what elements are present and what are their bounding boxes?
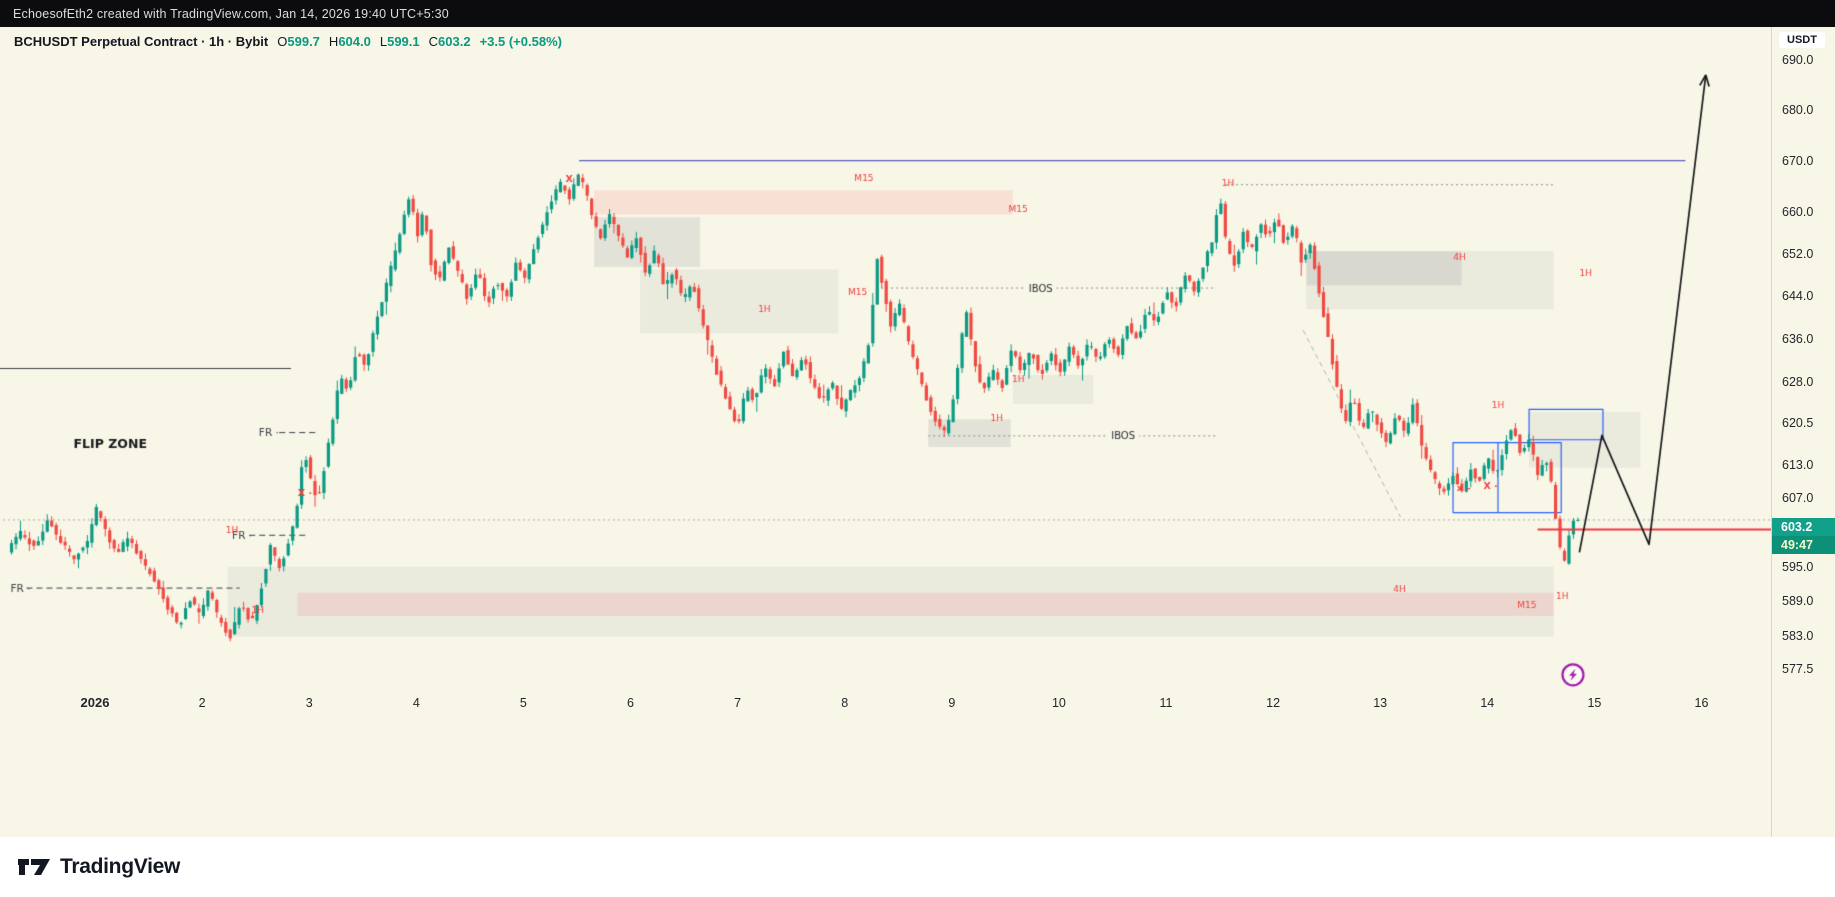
price-tick-label: 595.0 <box>1782 559 1814 574</box>
ohlc-open-value: 599.7 <box>287 34 320 49</box>
ohlc-low-value: 599.1 <box>387 34 420 49</box>
ohlc-high-value: 604.0 <box>338 34 371 49</box>
time-tick-label[interactable]: 9 <box>948 696 956 710</box>
price-tick-label: 613.0 <box>1782 457 1814 472</box>
attribution-text: EchoesofEth2 created with TradingView.co… <box>13 6 449 21</box>
ohlc-high-label: H <box>328 34 339 49</box>
time-tick-label[interactable]: 10 <box>1051 696 1066 710</box>
ohlc-high: H604.0 <box>329 34 371 49</box>
price-tick-label: 583.0 <box>1782 629 1814 644</box>
time-tick-label[interactable]: 12 <box>1266 696 1281 710</box>
price-tick-label: 607.0 <box>1782 491 1814 506</box>
symbol-title[interactable]: BCHUSDT Perpetual Contract · 1h · Bybit <box>14 34 269 49</box>
ohlc-close: C603.2 <box>429 34 471 49</box>
time-tick-label[interactable]: 6 <box>627 696 634 710</box>
price-tick-label: 644.0 <box>1782 289 1814 304</box>
time-tick-label[interactable]: 5 <box>519 696 527 710</box>
price-tick-label: 636.0 <box>1782 331 1814 346</box>
last-price-badge: 603.2 <box>1772 517 1835 536</box>
tradingview-logo[interactable]: TradingView <box>18 855 180 879</box>
time-tick-label[interactable]: 11 <box>1159 696 1173 710</box>
tradingview-wordmark: TradingView <box>60 855 181 878</box>
price-tick-label: 660.0 <box>1782 205 1814 220</box>
time-tick-label[interactable]: 7 <box>734 696 742 710</box>
ohlc-open: O599.7 <box>277 34 320 49</box>
ohlc-low-label: L <box>379 34 388 49</box>
time-tick-label[interactable]: 15 <box>1587 696 1602 710</box>
price-axis[interactable]: USDT 603.2 49:47 690.0 680.0 670.0 660.0 652… <box>1771 27 1835 837</box>
bar-countdown-badge: 49:47 <box>1772 535 1835 554</box>
price-tick-label: 652.0 <box>1782 246 1814 261</box>
time-tick-label[interactable]: 2 <box>198 696 206 710</box>
time-tick-label[interactable]: 3 <box>305 696 313 710</box>
time-tick-label[interactable]: 8 <box>841 696 849 710</box>
ohlc-close-value: 603.2 <box>438 34 471 49</box>
price-tick-label: 690.0 <box>1782 53 1814 67</box>
tradingview-logo-icon <box>18 859 50 875</box>
time-axis[interactable]: 2026 2 3 4 5 6 7 8 9 10 11 12 13 14 15 16 <box>0 692 1771 714</box>
time-tick-label[interactable]: 16 <box>1694 696 1709 710</box>
change-value: +3.5 (+0.58%) <box>479 34 562 49</box>
ohlc-low: L599.1 <box>380 34 420 49</box>
attribution-bar: EchoesofEth2 created with TradingView.co… <box>0 0 1835 27</box>
currency-chip: USDT <box>1779 32 1825 48</box>
price-tick-label: 680.0 <box>1782 102 1814 117</box>
price-tick-label: 589.0 <box>1782 594 1814 609</box>
time-tick-label[interactable]: 13 <box>1373 696 1388 710</box>
footer-bar: TradingView <box>0 837 1835 897</box>
ohlc-close-label: C <box>428 34 439 49</box>
price-tick-label: 670.0 <box>1782 153 1814 168</box>
price-tick-label: 620.5 <box>1782 416 1814 431</box>
price-tick-label: 628.0 <box>1782 375 1814 390</box>
time-tick-label[interactable]: 14 <box>1480 696 1495 710</box>
time-tick-label[interactable]: 4 <box>412 696 420 710</box>
price-tick-label: 577.5 <box>1782 661 1814 676</box>
time-tick-label[interactable]: 2026 <box>80 695 110 710</box>
symbol-legend: BCHUSDT Perpetual Contract · 1h · Bybit … <box>14 34 562 49</box>
ohlc-open-label: O <box>277 34 288 49</box>
